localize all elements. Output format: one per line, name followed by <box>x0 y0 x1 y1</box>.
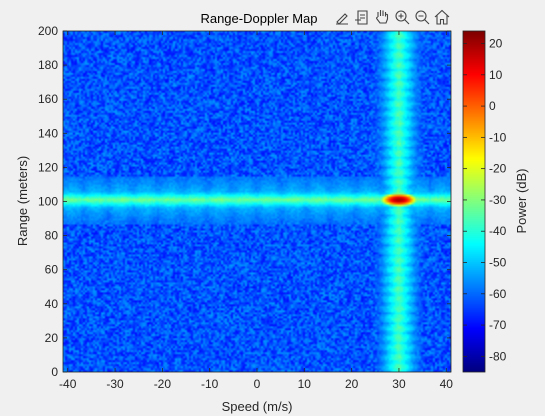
colorbar-frame <box>462 30 486 373</box>
x-tick-label: 30 <box>392 377 406 391</box>
colorbar-tick-label: -40 <box>489 224 507 238</box>
x-tick-label: -20 <box>154 377 172 391</box>
heatmap-plot[interactable]: -40 -30 -20 -10 0 10 20 30 40 0 20 40 60 80 100 120 140… <box>38 24 453 391</box>
colorbar: -80 -70 -60 -50 -40 -30 -20 -10 0 10 20 Power (dB) <box>462 30 529 373</box>
colorbar-tick-label: 0 <box>489 99 496 113</box>
x-tick-label: 20 <box>345 377 359 391</box>
y-tick-label: 200 <box>38 24 58 38</box>
colorbar-label: Power (dB) <box>514 168 529 233</box>
pan-icon[interactable] <box>374 8 390 25</box>
chart-title: Range-Doppler Map <box>200 11 317 26</box>
x-axis-label: Speed (m/s) <box>222 399 293 414</box>
data-cursor-icon[interactable] <box>354 9 370 25</box>
y-tick-label: 20 <box>45 331 59 345</box>
x-tick-label: -40 <box>59 377 77 391</box>
colorbar-tick-label: -50 <box>489 256 507 270</box>
axes-toolbar <box>334 8 450 25</box>
colorbar-tick-label: -70 <box>489 318 507 332</box>
y-tick-label: 100 <box>38 195 58 209</box>
colorbar-tick-label: -20 <box>489 162 507 176</box>
colorbar-tick-label: -80 <box>489 349 507 363</box>
colorbar-tick-label: -60 <box>489 287 507 301</box>
y-tick-label: 40 <box>45 297 59 311</box>
y-tick-label: 140 <box>38 126 58 140</box>
x-tick-label: 40 <box>440 377 454 391</box>
y-tick-label: 120 <box>38 160 58 174</box>
colorbar-tick-label: 20 <box>489 37 503 51</box>
home-icon[interactable] <box>434 9 450 25</box>
colorbar-tick-label: 10 <box>489 68 503 82</box>
colorbar-gradient <box>463 31 485 372</box>
heatmap-image <box>63 31 451 372</box>
y-tick-label: 180 <box>38 58 58 72</box>
y-tick-label: 0 <box>51 365 58 379</box>
x-tick-label: -10 <box>201 377 219 391</box>
x-axis: -40 -30 -20 -10 0 10 20 30 40 <box>59 31 453 391</box>
colorbar-ticks: -80 -70 -60 -50 -40 -30 -20 -10 0 10 20 <box>463 37 507 363</box>
x-tick-label: -30 <box>106 377 124 391</box>
zoom-in-icon[interactable] <box>394 9 410 25</box>
y-axis: 0 20 40 60 80 100 120 140 160 180 200 <box>38 24 451 379</box>
x-tick-label: 0 <box>254 377 261 391</box>
y-axis-label: Range (meters) <box>15 156 30 246</box>
colorbar-tick-label: -10 <box>489 130 507 144</box>
y-tick-label: 60 <box>45 263 59 277</box>
edit-icon[interactable] <box>334 9 350 25</box>
zoom-out-icon[interactable] <box>414 9 430 25</box>
colorbar-tick-label: -30 <box>489 193 507 207</box>
x-tick-label: 10 <box>298 377 312 391</box>
y-tick-label: 80 <box>45 229 59 243</box>
y-tick-label: 160 <box>38 92 58 106</box>
